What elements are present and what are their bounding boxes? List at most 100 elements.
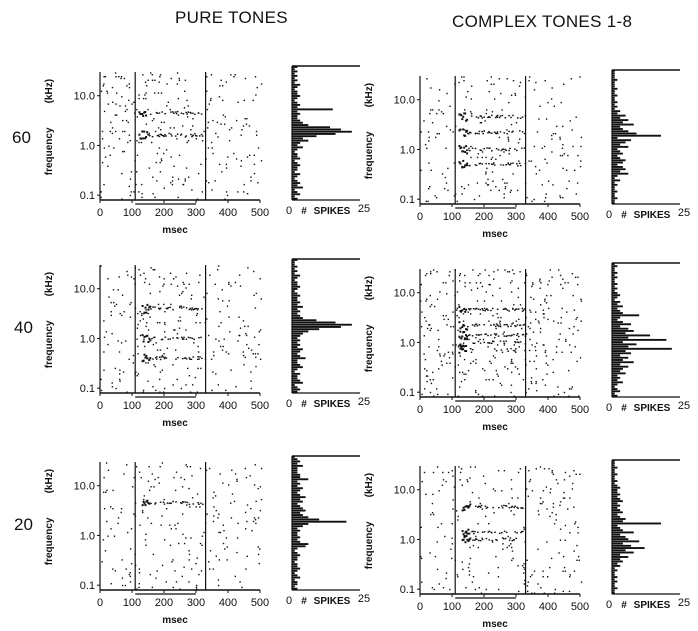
spike-dot: [133, 278, 135, 280]
spike-dot: [142, 97, 145, 100]
evoked-spike: [169, 338, 171, 340]
hist-bar: [292, 350, 301, 353]
spike-dot: [524, 349, 526, 352]
hist-bar: [292, 388, 301, 391]
hist-bar: [612, 553, 621, 556]
x-tick-label: 300: [507, 404, 525, 416]
spike-dot: [517, 497, 519, 499]
spike-dot: [512, 557, 514, 560]
hist-bar: [292, 487, 303, 490]
spike-dot: [170, 182, 172, 184]
hist-bar: [292, 493, 301, 496]
spike-dot: [178, 327, 181, 329]
spike-dot: [111, 86, 114, 89]
spike-dot: [549, 566, 551, 569]
spike-dot: [129, 303, 131, 306]
spike-dot: [250, 380, 252, 382]
spike-dot: [491, 541, 494, 543]
hist-bar: [292, 317, 303, 319]
spike-dot: [189, 506, 191, 508]
spike-dot: [225, 163, 228, 166]
evoked-spike: [165, 135, 167, 137]
spike-dot: [217, 136, 219, 138]
spike-dot: [512, 349, 515, 352]
raster-dots: [420, 76, 583, 203]
spike-dot: [550, 98, 553, 100]
spike-dot: [566, 187, 568, 190]
spike-dot: [577, 276, 579, 278]
spike-dot: [426, 380, 428, 383]
hist-bar: [292, 563, 298, 566]
spike-dot: [132, 486, 134, 488]
spike-dot: [567, 508, 569, 510]
spike-dot: [185, 537, 187, 539]
spike-dot: [128, 358, 130, 360]
spike-dot: [187, 116, 189, 118]
evoked-spike: [469, 131, 471, 134]
evoked-spike: [514, 325, 516, 327]
spike-dot: [447, 351, 450, 353]
spike-dot: [539, 331, 542, 333]
spike-dot: [554, 588, 556, 591]
spike-dot: [470, 362, 472, 364]
x-tick-label: 100: [123, 207, 141, 219]
evoked-spike: [484, 505, 487, 507]
spike-dot: [506, 129, 508, 131]
column-title-complex-tones: COMPLEX TONES 1-8: [452, 12, 633, 31]
spike-dot: [172, 559, 174, 561]
spike-dot: [172, 364, 174, 366]
spike-dot: [551, 151, 553, 153]
evoked-spike: [481, 308, 483, 310]
spike-dot: [146, 85, 148, 87]
hist-bar: [292, 66, 298, 68]
spike-dot: [250, 387, 252, 390]
hist-bar: [292, 337, 298, 340]
spike-dot: [533, 592, 536, 594]
spike-dot: [558, 269, 560, 271]
spike-dot: [139, 274, 142, 276]
evoked-spike: [201, 135, 204, 137]
spike-dot: [257, 517, 260, 519]
spike-dot: [242, 125, 245, 127]
spike-dot: [194, 376, 197, 379]
spike-dot: [579, 165, 582, 168]
spike-dot: [228, 316, 230, 318]
spike-dot: [201, 535, 204, 537]
hist-bar: [292, 272, 295, 275]
spike-dot: [115, 130, 117, 133]
spike-dot: [190, 298, 192, 300]
y-tick-label: 0.1: [80, 580, 95, 592]
spike-dot: [472, 360, 474, 363]
hist-bar: [292, 498, 301, 501]
evoked-spike: [491, 163, 493, 165]
evoked-spike: [188, 308, 191, 311]
spike-dot: [131, 103, 133, 105]
spike-dot: [546, 541, 548, 543]
spike-dot: [467, 480, 469, 483]
spike-dot: [197, 358, 199, 360]
spike-dot: [526, 559, 528, 561]
spike-dot: [139, 311, 141, 313]
spike-dot: [523, 563, 525, 565]
spike-dot: [101, 138, 104, 140]
spike-dot: [549, 491, 551, 494]
spike-dot: [255, 292, 257, 295]
spike-dot: [553, 523, 556, 525]
hist-bar: [292, 507, 303, 510]
hist-bar: [612, 285, 615, 288]
spike-dot: [523, 566, 525, 569]
evoked-spike: [504, 505, 507, 507]
spike-dot: [469, 477, 471, 479]
spike-dot: [457, 519, 459, 521]
hist-label: SPIKES: [314, 399, 351, 410]
evoked-spike: [487, 334, 489, 337]
hist-bar: [612, 359, 623, 361]
hist-bar: [612, 491, 618, 494]
spike-dot: [170, 303, 172, 306]
evoked-spike: [179, 306, 181, 309]
x-tick-label: 200: [155, 207, 173, 219]
spike-dot: [459, 355, 461, 357]
evoked-spike: [169, 502, 171, 504]
spike-dot: [570, 78, 572, 80]
evoked-spike: [158, 135, 161, 138]
